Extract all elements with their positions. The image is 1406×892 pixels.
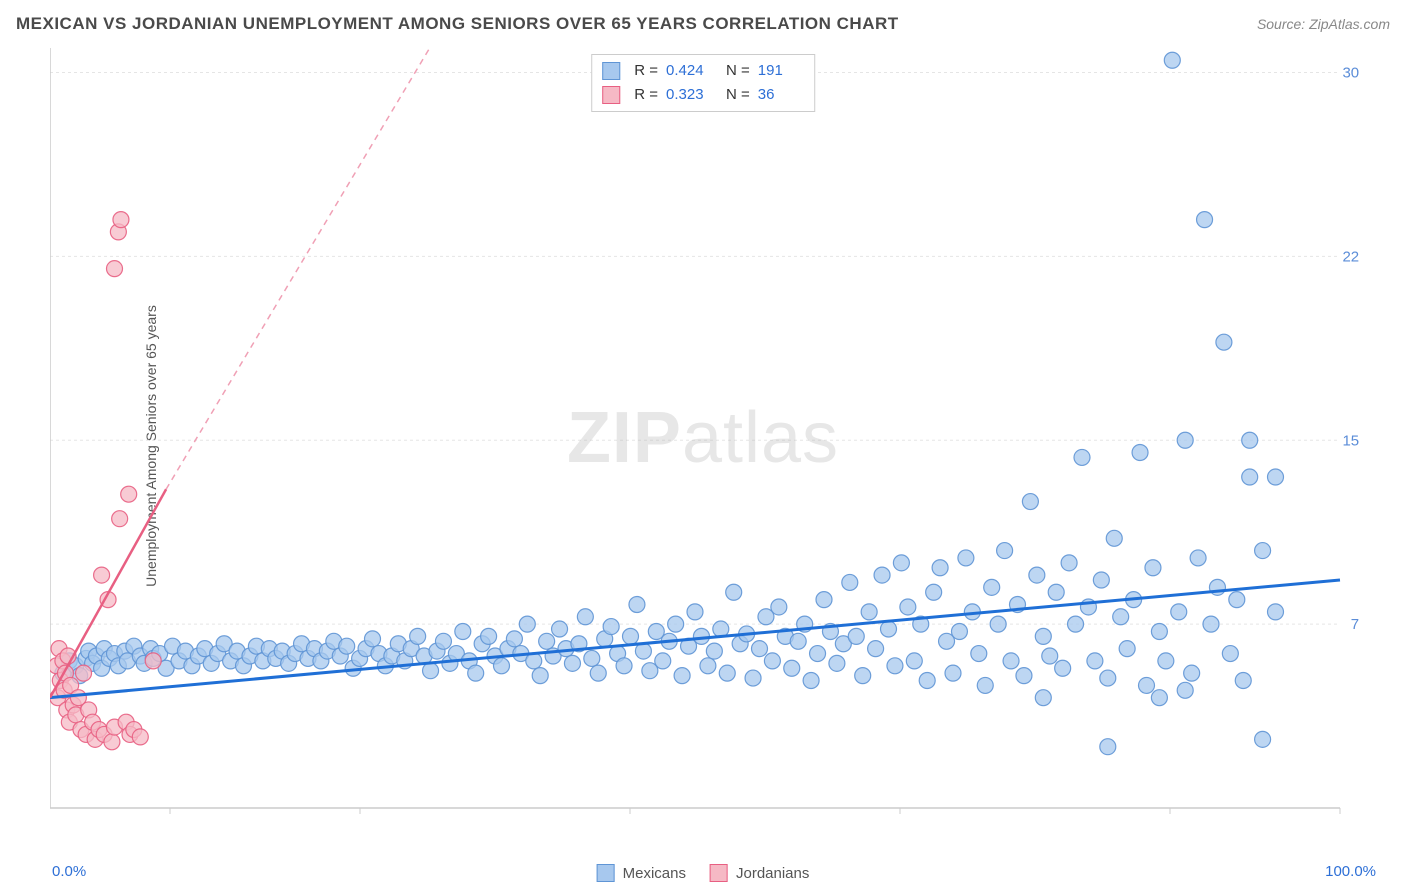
legend-item-mexicans: Mexicans — [597, 864, 686, 882]
svg-text:30.0%: 30.0% — [1342, 65, 1360, 82]
svg-text:15.0%: 15.0% — [1342, 432, 1360, 449]
series-legend: Mexicans Jordanians — [597, 864, 810, 882]
svg-text:7.5%: 7.5% — [1351, 616, 1360, 633]
legend-item-jordanians: Jordanians — [710, 864, 809, 882]
swatch-icon — [602, 62, 620, 80]
swatch-icon — [710, 864, 728, 882]
chart-title: MEXICAN VS JORDANIAN UNEMPLOYMENT AMONG … — [16, 14, 899, 34]
source-label: Source: ZipAtlas.com — [1257, 16, 1390, 32]
stats-legend: R = 0.424 N = 191 R = 0.323 N = 36 — [591, 54, 815, 112]
r-value-mexicans: 0.424 — [666, 59, 712, 83]
stats-row-jordanians: R = 0.323 N = 36 — [602, 83, 804, 107]
svg-text:22.5%: 22.5% — [1342, 248, 1360, 265]
n-value-mexicans: 191 — [758, 59, 804, 83]
r-value-jordanians: 0.323 — [666, 83, 712, 107]
swatch-icon — [602, 86, 620, 104]
plot-area: 7.5% 15.0% 22.5% 30.0% — [50, 48, 1360, 838]
n-value-jordanians: 36 — [758, 83, 804, 107]
swatch-icon — [597, 864, 615, 882]
x-axis-max-label: 100.0% — [1325, 863, 1376, 880]
stats-row-mexicans: R = 0.424 N = 191 — [602, 59, 804, 83]
x-axis-min-label: 0.0% — [52, 863, 86, 880]
scatter-chart: 7.5% 15.0% 22.5% 30.0% — [50, 48, 1360, 838]
